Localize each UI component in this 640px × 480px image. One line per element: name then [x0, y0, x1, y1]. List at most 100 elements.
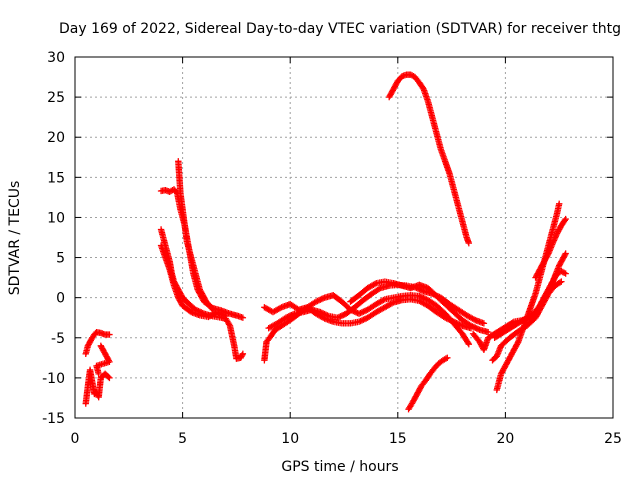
data-point-marker — [480, 320, 488, 327]
data-point-marker — [474, 325, 482, 333]
data-point-marker — [562, 250, 569, 257]
y-tick-label: 10 — [47, 210, 65, 226]
data-point-marker — [314, 297, 321, 305]
x-axis-label: GPS time / hours — [281, 459, 398, 475]
data-point-marker — [470, 316, 478, 323]
data-point-marker — [421, 295, 429, 302]
data-point-marker — [222, 312, 229, 320]
data-point-marker — [218, 310, 225, 318]
data-point-marker — [225, 321, 233, 328]
data-point-marker — [219, 311, 226, 318]
series-arc-2 — [82, 328, 113, 358]
y-tick-label: -5 — [51, 331, 65, 347]
data-point-marker — [239, 350, 247, 358]
data-point-marker — [358, 317, 366, 324]
data-point-marker — [360, 316, 367, 323]
data-point-marker — [447, 317, 455, 324]
data-point-marker — [317, 308, 324, 316]
series-arc-15 — [493, 200, 563, 394]
data-point-marker — [371, 280, 379, 288]
data-point-marker — [208, 305, 215, 312]
data-point-marker — [441, 314, 449, 321]
data-point-marker — [456, 321, 463, 328]
data-point-marker — [446, 316, 453, 323]
data-point-marker — [106, 331, 113, 338]
x-tick-label: 20 — [496, 431, 514, 447]
data-point-marker — [375, 285, 383, 293]
series-arc-5 — [175, 158, 216, 313]
x-tick-label: 0 — [71, 431, 80, 447]
series-arc-13 — [405, 354, 451, 413]
data-point-marker — [315, 297, 323, 304]
data-point-marker — [444, 354, 451, 362]
data-point-marker — [221, 312, 228, 319]
data-point-marker — [443, 315, 450, 322]
data-point-marker — [318, 295, 325, 303]
data-point-marker — [338, 312, 346, 319]
data-point-marker — [380, 296, 387, 304]
data-point-marker — [561, 217, 568, 224]
data-point-marker — [334, 314, 341, 321]
data-point-marker — [453, 319, 460, 327]
data-point-marker — [282, 314, 290, 321]
series-arc-18 — [532, 215, 569, 281]
data-point-marker — [285, 313, 292, 320]
axis-ticks: 0 5 10 15 20 25 -15 -10 -5 0 5 10 15 20 25 30 — [42, 50, 622, 447]
data-point-marker — [484, 328, 492, 336]
data-point-marker — [352, 309, 360, 316]
grid — [75, 57, 613, 418]
y-tick-label: 15 — [47, 170, 65, 186]
data-point-marker — [288, 311, 295, 319]
data-point-marker — [317, 296, 324, 303]
data-point-marker — [556, 279, 564, 286]
data-point-marker — [361, 307, 369, 315]
data-point-marker — [561, 251, 569, 259]
data-point-marker — [360, 308, 367, 315]
series-arc-3 — [93, 342, 113, 378]
series-arc-12 — [385, 71, 473, 247]
data-point-marker — [216, 310, 224, 317]
data-point-marker — [322, 311, 330, 318]
data-point-marker — [95, 370, 102, 378]
data-point-marker — [464, 339, 472, 347]
data-point-marker — [357, 309, 364, 317]
data-point-marker — [472, 324, 479, 331]
x-tick-label: 25 — [604, 431, 622, 447]
data-point-marker — [558, 278, 565, 285]
data-point-marker — [238, 351, 246, 359]
data-point-marker — [419, 84, 426, 92]
data-point-marker — [450, 318, 457, 325]
y-tick-label: 30 — [47, 50, 65, 66]
plot-frame — [74, 56, 614, 419]
series-arc-7 — [157, 242, 229, 321]
data-point-marker — [358, 309, 366, 316]
series-arc-9 — [261, 296, 475, 332]
data-point-marker — [361, 315, 369, 323]
data-point-marker — [470, 323, 478, 331]
x-tick-label: 5 — [178, 431, 187, 447]
x-tick-label: 10 — [281, 431, 299, 447]
data-point-marker — [562, 270, 569, 277]
data-point-marker — [335, 313, 343, 321]
series-arc-4 — [157, 186, 247, 321]
data-point-marker — [355, 310, 363, 317]
data-point-marker — [562, 215, 569, 223]
data-point-marker — [357, 317, 364, 325]
data-point-marker — [276, 304, 284, 312]
data-point-marker — [514, 339, 521, 347]
data-point-marker — [105, 373, 112, 381]
y-tick-label: 20 — [47, 130, 65, 146]
y-tick-label: -15 — [42, 411, 65, 427]
data-point-marker — [467, 322, 475, 329]
data-point-marker — [284, 313, 291, 321]
data-point-marker — [340, 311, 347, 319]
data-point-marker — [457, 321, 465, 329]
data-point-marker — [324, 312, 331, 319]
data-point-marker — [318, 309, 325, 316]
y-tick-label: -10 — [42, 371, 65, 387]
data-point-marker — [469, 323, 476, 330]
y-tick-label: 5 — [56, 251, 65, 267]
data-point-marker — [319, 295, 327, 302]
y-axis-label: SDTVAR / TECUs — [7, 181, 23, 296]
